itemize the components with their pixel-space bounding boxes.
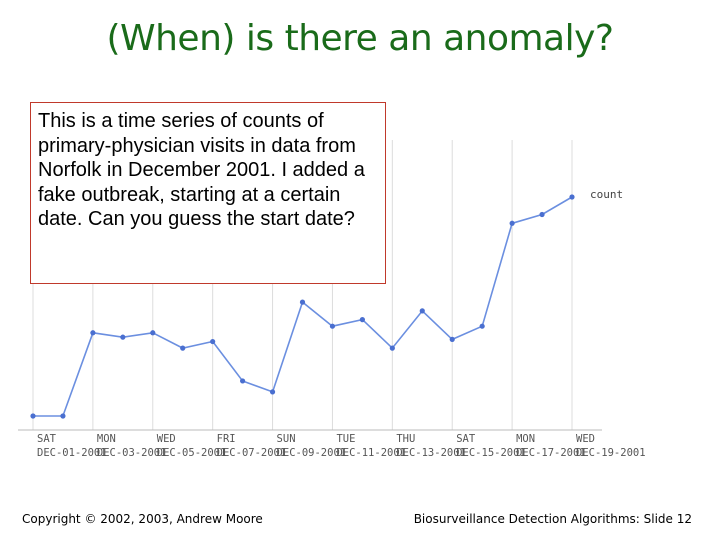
x-tick-date: DEC-17-2001	[516, 447, 586, 459]
x-tick-day: WED	[576, 433, 595, 445]
data-point	[240, 378, 246, 384]
x-tick-date: DEC-19-2001	[576, 447, 646, 459]
callout-box: This is a time series of counts of prima…	[30, 102, 386, 284]
data-point	[210, 338, 216, 345]
data-point	[359, 317, 365, 323]
data-point	[389, 345, 395, 351]
x-tick-date: DEC-15-2001	[456, 447, 526, 459]
data-point	[180, 345, 186, 351]
x-tick-day: THU	[396, 433, 415, 445]
data-point	[299, 299, 306, 305]
x-tick-day: FRI	[217, 433, 236, 445]
data-point	[90, 330, 96, 336]
data-point	[329, 323, 336, 329]
x-tick-day: MON	[97, 433, 116, 445]
x-tick-day: MON	[516, 433, 535, 445]
slide-title: (When) is there an anomaly?	[106, 18, 614, 59]
x-tick-date: DEC-01-2001	[37, 447, 107, 459]
footer-slide-number: Biosurveillance Detection Algorithms: Sl…	[413, 512, 692, 526]
x-tick-date: DEC-03-2001	[97, 447, 167, 459]
data-point	[419, 308, 425, 314]
x-tick-day: TUE	[336, 433, 355, 445]
x-tick-date: DEC-09-2001	[277, 447, 347, 459]
x-tick-day: SAT	[456, 433, 476, 445]
data-point	[120, 334, 126, 340]
data-point	[569, 194, 575, 200]
x-tick-date: DEC-05-2001	[157, 447, 227, 459]
data-point	[539, 211, 545, 218]
x-tick-day: SUN	[277, 433, 296, 445]
x-tick-day: SAT	[37, 433, 57, 445]
data-point	[269, 389, 276, 395]
data-point	[60, 413, 66, 419]
data-point	[479, 323, 485, 329]
callout-text: This is a time series of counts of prima…	[38, 110, 365, 231]
data-points	[30, 194, 575, 419]
footer-copyright: Copyright © 2002, 2003, Andrew Moore	[22, 512, 263, 526]
x-tick-day: WED	[157, 433, 176, 445]
data-point	[150, 330, 156, 336]
data-point	[509, 220, 515, 226]
x-tick-labels: SAT DEC-01-2001 MON DEC-03-2001 WED DEC-05-20…	[37, 433, 646, 459]
x-tick-date: DEC-11-2001	[336, 447, 406, 459]
data-point	[30, 413, 36, 419]
x-tick-date: DEC-07-2001	[217, 447, 287, 459]
data-point	[449, 336, 455, 342]
series-label: count	[590, 188, 623, 201]
x-tick-date: DEC-13-2001	[396, 447, 466, 459]
